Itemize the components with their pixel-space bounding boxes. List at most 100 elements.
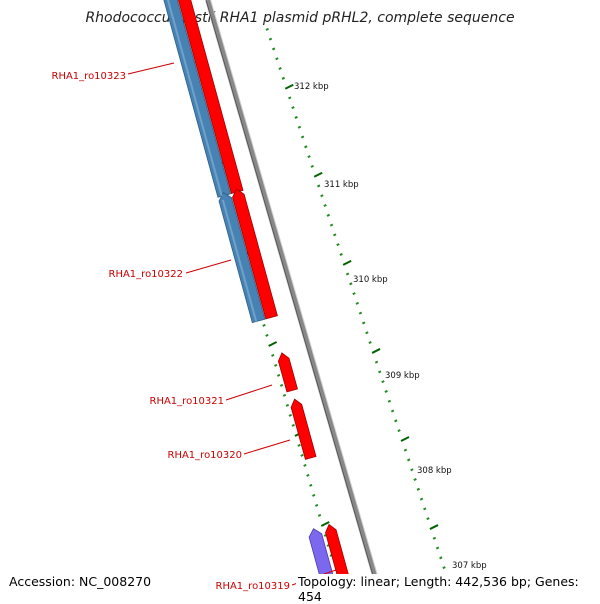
minor-tick <box>394 419 398 423</box>
inner-minor-tick <box>314 503 319 507</box>
minor-tick <box>368 340 372 345</box>
minor-tick <box>265 27 269 31</box>
gene-block-ro10320[interactable] <box>290 398 317 460</box>
major-tick <box>429 524 439 530</box>
minor-tick <box>365 331 369 335</box>
minor-tick <box>352 292 356 296</box>
backbone-edge <box>205 0 381 600</box>
gene-label-rha1_ro10322[interactable]: RHA1_ro10322 <box>109 269 184 280</box>
inner-minor-tick <box>288 413 293 417</box>
cds-highlight <box>221 199 258 322</box>
inner-minor-tick <box>306 473 310 477</box>
minor-tick <box>271 47 276 51</box>
minor-tick <box>333 233 337 237</box>
tick-label: 310 kbp <box>353 275 388 285</box>
inner-minor-tick <box>317 513 322 517</box>
inner-minor-tick <box>309 483 313 487</box>
gene-block-ro10321[interactable] <box>277 352 298 393</box>
minor-tick <box>288 96 292 100</box>
minor-tick <box>435 546 440 550</box>
label-layer: RHA1_ro10323 RHA1_ro10322 RHA1_ro10321 RHA1… <box>52 62 337 592</box>
gene-label-rha1_ro10323[interactable]: RHA1_ro10323 <box>52 71 127 82</box>
minor-tick <box>416 487 421 491</box>
minor-tick <box>374 360 379 364</box>
inner-minor-tick <box>282 393 287 397</box>
minor-tick <box>275 57 279 61</box>
minor-tick <box>349 282 353 286</box>
minor-tick <box>278 66 282 71</box>
minor-tick <box>419 497 424 501</box>
minor-tick <box>384 389 388 393</box>
minor-tick <box>307 155 311 159</box>
minor-tick <box>390 409 395 413</box>
accession-text: Accession: NC_008270 <box>9 574 154 589</box>
backbone-layer <box>205 0 385 600</box>
inner-major-tick <box>320 521 330 527</box>
tick-label: 307 kbp <box>452 561 487 571</box>
minor-tick <box>387 399 392 403</box>
minor-tick <box>294 115 298 119</box>
minor-tick <box>410 468 414 472</box>
minor-tick <box>442 566 446 570</box>
label-leader-line <box>127 62 175 75</box>
inner-minor-tick <box>285 403 290 407</box>
minor-tick <box>291 106 295 110</box>
major-tick <box>313 171 323 178</box>
minor-tick <box>316 184 321 188</box>
minor-tick <box>336 243 340 247</box>
feature-layer <box>163 0 356 600</box>
minor-tick <box>281 76 286 80</box>
label-leader-line <box>185 259 232 274</box>
major-tick <box>284 83 294 90</box>
outer-scale-ticks: 312 kbp 311 kbp 310 kbp 309 kbp 308 kbp 307 k… <box>265 27 487 579</box>
inner-minor-tick <box>279 383 284 387</box>
minor-tick <box>300 135 305 139</box>
minor-tick <box>397 429 401 433</box>
minor-tick <box>339 252 343 256</box>
tick-label: 311 kbp <box>324 180 359 190</box>
minor-tick <box>426 517 430 521</box>
minor-tick <box>310 164 314 168</box>
inner-minor-tick <box>303 463 307 467</box>
inner-minor-tick <box>312 493 316 497</box>
tick-label: 312 kbp <box>294 82 329 92</box>
gene-block-ro10322[interactable] <box>232 188 278 320</box>
minor-tick <box>403 448 408 452</box>
tick-label: 309 kbp <box>385 371 420 381</box>
minor-tick <box>381 380 385 384</box>
minor-tick <box>413 477 417 482</box>
gene-block-ro10323[interactable] <box>177 0 244 194</box>
inner-minor-tick <box>265 333 269 337</box>
minor-tick <box>358 311 363 315</box>
inner-minor-tick <box>274 363 278 367</box>
cds-highlight <box>166 0 223 197</box>
minor-tick <box>432 536 437 540</box>
gene-label-rha1_ro10319[interactable]: RHA1_ro10319 <box>216 581 291 592</box>
minor-tick <box>423 507 427 511</box>
minor-tick <box>326 213 331 217</box>
minor-tick <box>355 301 359 305</box>
minor-tick <box>345 272 350 276</box>
backbone-line <box>206 0 384 600</box>
gene-label-rha1_ro10321[interactable]: RHA1_ro10321 <box>150 396 225 407</box>
minor-tick <box>361 321 366 325</box>
inner-minor-tick <box>276 373 281 377</box>
minor-tick <box>439 556 443 560</box>
minor-tick <box>304 145 308 149</box>
major-tick <box>400 436 410 442</box>
label-leader-line <box>225 384 273 401</box>
minor-tick <box>329 223 334 227</box>
label-leader-line <box>243 439 291 455</box>
inner-minor-tick <box>291 423 295 427</box>
minor-tick <box>320 194 324 198</box>
minor-tick <box>406 458 411 462</box>
inner-minor-tick <box>262 323 266 327</box>
inner-minor-tick <box>297 443 301 447</box>
minor-tick <box>323 203 327 208</box>
tick-label: 308 kbp <box>417 466 452 476</box>
inner-minor-tick <box>300 453 304 457</box>
major-tick <box>371 348 381 354</box>
gene-label-rha1_ro10320[interactable]: RHA1_ro10320 <box>168 450 243 461</box>
inner-minor-tick <box>271 353 275 357</box>
